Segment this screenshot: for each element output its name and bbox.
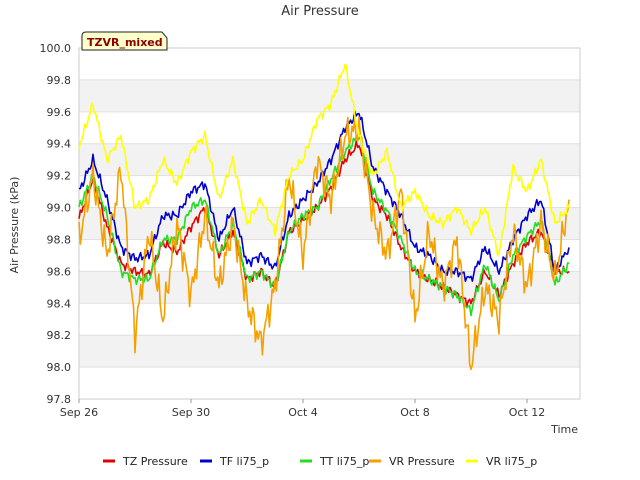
series-line-tf-li75-p <box>78 110 570 282</box>
x-tick-label: Oct 12 <box>509 406 546 419</box>
x-tick-label: Oct 4 <box>288 406 318 419</box>
y-tick-label: 98.8 <box>47 233 72 246</box>
tag-badge: TZVR_mixed <box>81 31 168 51</box>
x-tick-label: Oct 8 <box>400 406 430 419</box>
legend: TZ Pressure TF li75_p TT li75_p VR Pressure… <box>103 455 537 468</box>
y-tick-label: 99.4 <box>47 138 72 151</box>
y-axis-ticks: 97.8 98.0 98.2 98.4 98.6 98.8 99.0 99.2 99.4 99.6… <box>40 42 72 406</box>
y-tick-label: 98.6 <box>47 265 72 278</box>
grid-band <box>79 335 580 368</box>
series-lines <box>78 63 570 371</box>
y-tick-label: 98.0 <box>47 361 72 374</box>
y-tick-label: 99.8 <box>47 74 72 87</box>
legend-label: TT li75_p <box>319 455 369 468</box>
y-axis-label: Air Pressure (kPa) <box>8 177 21 274</box>
x-tick-label: Sep 30 <box>172 406 210 419</box>
chart-title: Air Pressure <box>281 4 359 19</box>
series-line-vr-li75-p <box>78 63 570 257</box>
x-tick-label: Sep 26 <box>60 406 98 419</box>
x-axis-ticks: Sep 26 Sep 30 Oct 4 Oct 8 Oct 12 <box>60 399 545 419</box>
grid-band <box>79 79 580 112</box>
legend-label: TZ Pressure <box>122 455 188 468</box>
y-tick-label: 99.6 <box>47 106 72 119</box>
legend-label: VR Pressure <box>389 455 455 468</box>
legend-label: TF li75_p <box>219 455 269 468</box>
y-tick-label: 99.2 <box>47 170 72 183</box>
grid-band <box>79 271 580 304</box>
tag-label: TZVR_mixed <box>87 36 163 49</box>
y-tick-label: 98.4 <box>47 297 72 310</box>
series-line-vr-pressure <box>78 115 570 371</box>
y-tick-label: 98.2 <box>47 329 72 342</box>
y-tick-label: 97.8 <box>47 393 72 406</box>
y-tick-label: 99.0 <box>47 202 72 215</box>
grid-band <box>79 207 580 240</box>
y-tick-label: 100.0 <box>40 42 72 55</box>
x-axis-label: Time <box>550 423 578 436</box>
legend-label: VR li75_p <box>486 455 537 468</box>
